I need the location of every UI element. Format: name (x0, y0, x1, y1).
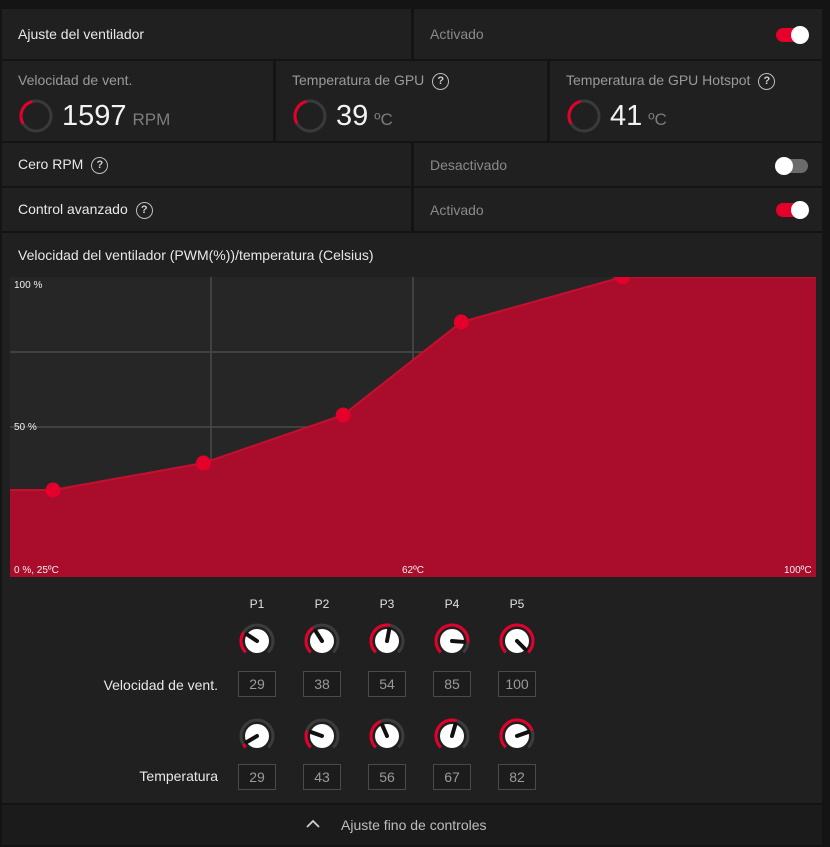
temperature-knob-p3-icon[interactable] (368, 717, 406, 755)
stat-fan-speed-panel: Velocidad de vent. 1597 RPM (2, 61, 273, 141)
zero-rpm-label-cell: Cero RPM? (2, 143, 411, 186)
stat-fan-speed-title: Velocidad de vent. (18, 72, 133, 88)
temperature-input-p2[interactable]: 43 (303, 764, 341, 790)
advanced-control-state: Activado (430, 202, 484, 218)
zero-rpm-state: Desactivado (430, 157, 508, 173)
stat-gpu-temp-panel: Temperatura de GPU? 39 ºC (276, 61, 547, 141)
y-tick-50: 50 % (14, 422, 37, 433)
fan-tuning-toggle[interactable] (776, 26, 809, 44)
fan-speed-input-p1[interactable]: 29 (238, 671, 276, 697)
temperature-row-label: Temperatura (139, 768, 218, 784)
point-header-p5: P5 (509, 597, 525, 611)
fan-speed-knob-p4-icon[interactable] (433, 622, 471, 660)
curve-point-handle-p5[interactable] (615, 277, 631, 285)
advanced-control-label: Control avanzado? (18, 201, 153, 219)
curve-point-handle-p3[interactable] (335, 407, 351, 423)
fan-speed-knob-p3-icon[interactable] (368, 622, 406, 660)
fan-curve-area (10, 277, 816, 577)
advanced-control-toggle-cell[interactable]: Activado (414, 188, 822, 231)
fan-curve-chart[interactable] (10, 277, 816, 577)
gpu-temp-help-icon[interactable]: ? (432, 72, 450, 90)
zero-rpm-toggle-cell[interactable]: Desactivado (414, 143, 822, 186)
fan-speed-input-p5[interactable]: 100 (498, 671, 536, 697)
temperature-input-p3[interactable]: 56 (368, 764, 406, 790)
temperature-input-p5[interactable]: 82 (498, 764, 536, 790)
temperature-input-p4[interactable]: 67 (433, 764, 471, 790)
fan-tuning-toggle-cell[interactable]: Activado (414, 9, 822, 59)
fan-speed-input-p2[interactable]: 38 (303, 671, 341, 697)
fan-tuning-label-cell: Ajuste del ventilador (2, 9, 411, 59)
advanced-control-toggle[interactable] (776, 201, 809, 219)
x-tick-100: 100ºC (784, 565, 812, 576)
zero-rpm-label: Cero RPM? (18, 156, 109, 174)
curve-point-handle-p2[interactable] (195, 455, 211, 471)
point-header-p1: P1 (249, 597, 265, 611)
point-header-p4: P4 (444, 597, 460, 611)
curve-point-handle-p4[interactable] (453, 314, 469, 330)
x-tick-62: 62ºC (402, 565, 424, 576)
hotspot-temp-help-icon[interactable]: ? (758, 72, 776, 90)
fan-speed-knob-p1-icon[interactable] (238, 622, 276, 660)
curve-point-handle-p1[interactable] (45, 482, 61, 498)
temperature-knob-p5-icon[interactable] (498, 717, 536, 755)
fan-speed-gauge-icon (19, 99, 53, 133)
y-tick-100: 100 % (14, 280, 43, 291)
zero-rpm-toggle[interactable] (775, 157, 808, 175)
fine-tune-bar[interactable]: Ajuste fino de controles (2, 805, 822, 845)
chart-title: Velocidad del ventilador (PWM(%))/temper… (18, 247, 374, 263)
fan-speed-input-p4[interactable]: 85 (433, 671, 471, 697)
fan-speed-knob-p5-icon[interactable] (498, 622, 536, 660)
temperature-knob-p4-icon[interactable] (433, 717, 471, 755)
stat-hotspot-temp-title: Temperatura de GPU Hotspot? (566, 72, 776, 90)
temperature-knob-p1-icon[interactable] (238, 717, 276, 755)
gpu-temp-gauge-icon (293, 99, 327, 133)
point-header-p2: P2 (314, 597, 330, 611)
advanced-control-label-cell: Control avanzado? (2, 188, 411, 231)
temperature-input-p1[interactable]: 29 (238, 764, 276, 790)
stat-hotspot-temp-panel: Temperatura de GPU Hotspot? 41 ºC (550, 61, 822, 141)
fan-speed-input-p3[interactable]: 54 (368, 671, 406, 697)
point-header-p3: P3 (379, 597, 395, 611)
hotspot-temp-gauge-icon (567, 99, 601, 133)
stat-fan-speed-value: 1597 RPM (62, 100, 171, 132)
fan-speed-knob-p2-icon[interactable] (303, 622, 341, 660)
stat-hotspot-temp-value: 41 ºC (610, 100, 667, 132)
temperature-knob-p2-icon[interactable] (303, 717, 341, 755)
fan-speed-row-label: Velocidad de vent. (103, 677, 218, 693)
zero-rpm-help-icon[interactable]: ? (91, 156, 109, 174)
fan-tuning-label: Ajuste del ventilador (18, 26, 145, 42)
stat-gpu-temp-title: Temperatura de GPU? (292, 72, 450, 90)
chevron-up-icon (306, 819, 320, 828)
advanced-control-help-icon[interactable]: ? (135, 201, 153, 219)
fine-tune-label: Ajuste fino de controles (341, 817, 487, 833)
x-tick-origin: 0 %, 25ºC (14, 565, 59, 576)
fan-tuning-state: Activado (430, 26, 484, 42)
stat-gpu-temp-value: 39 ºC (336, 100, 393, 132)
